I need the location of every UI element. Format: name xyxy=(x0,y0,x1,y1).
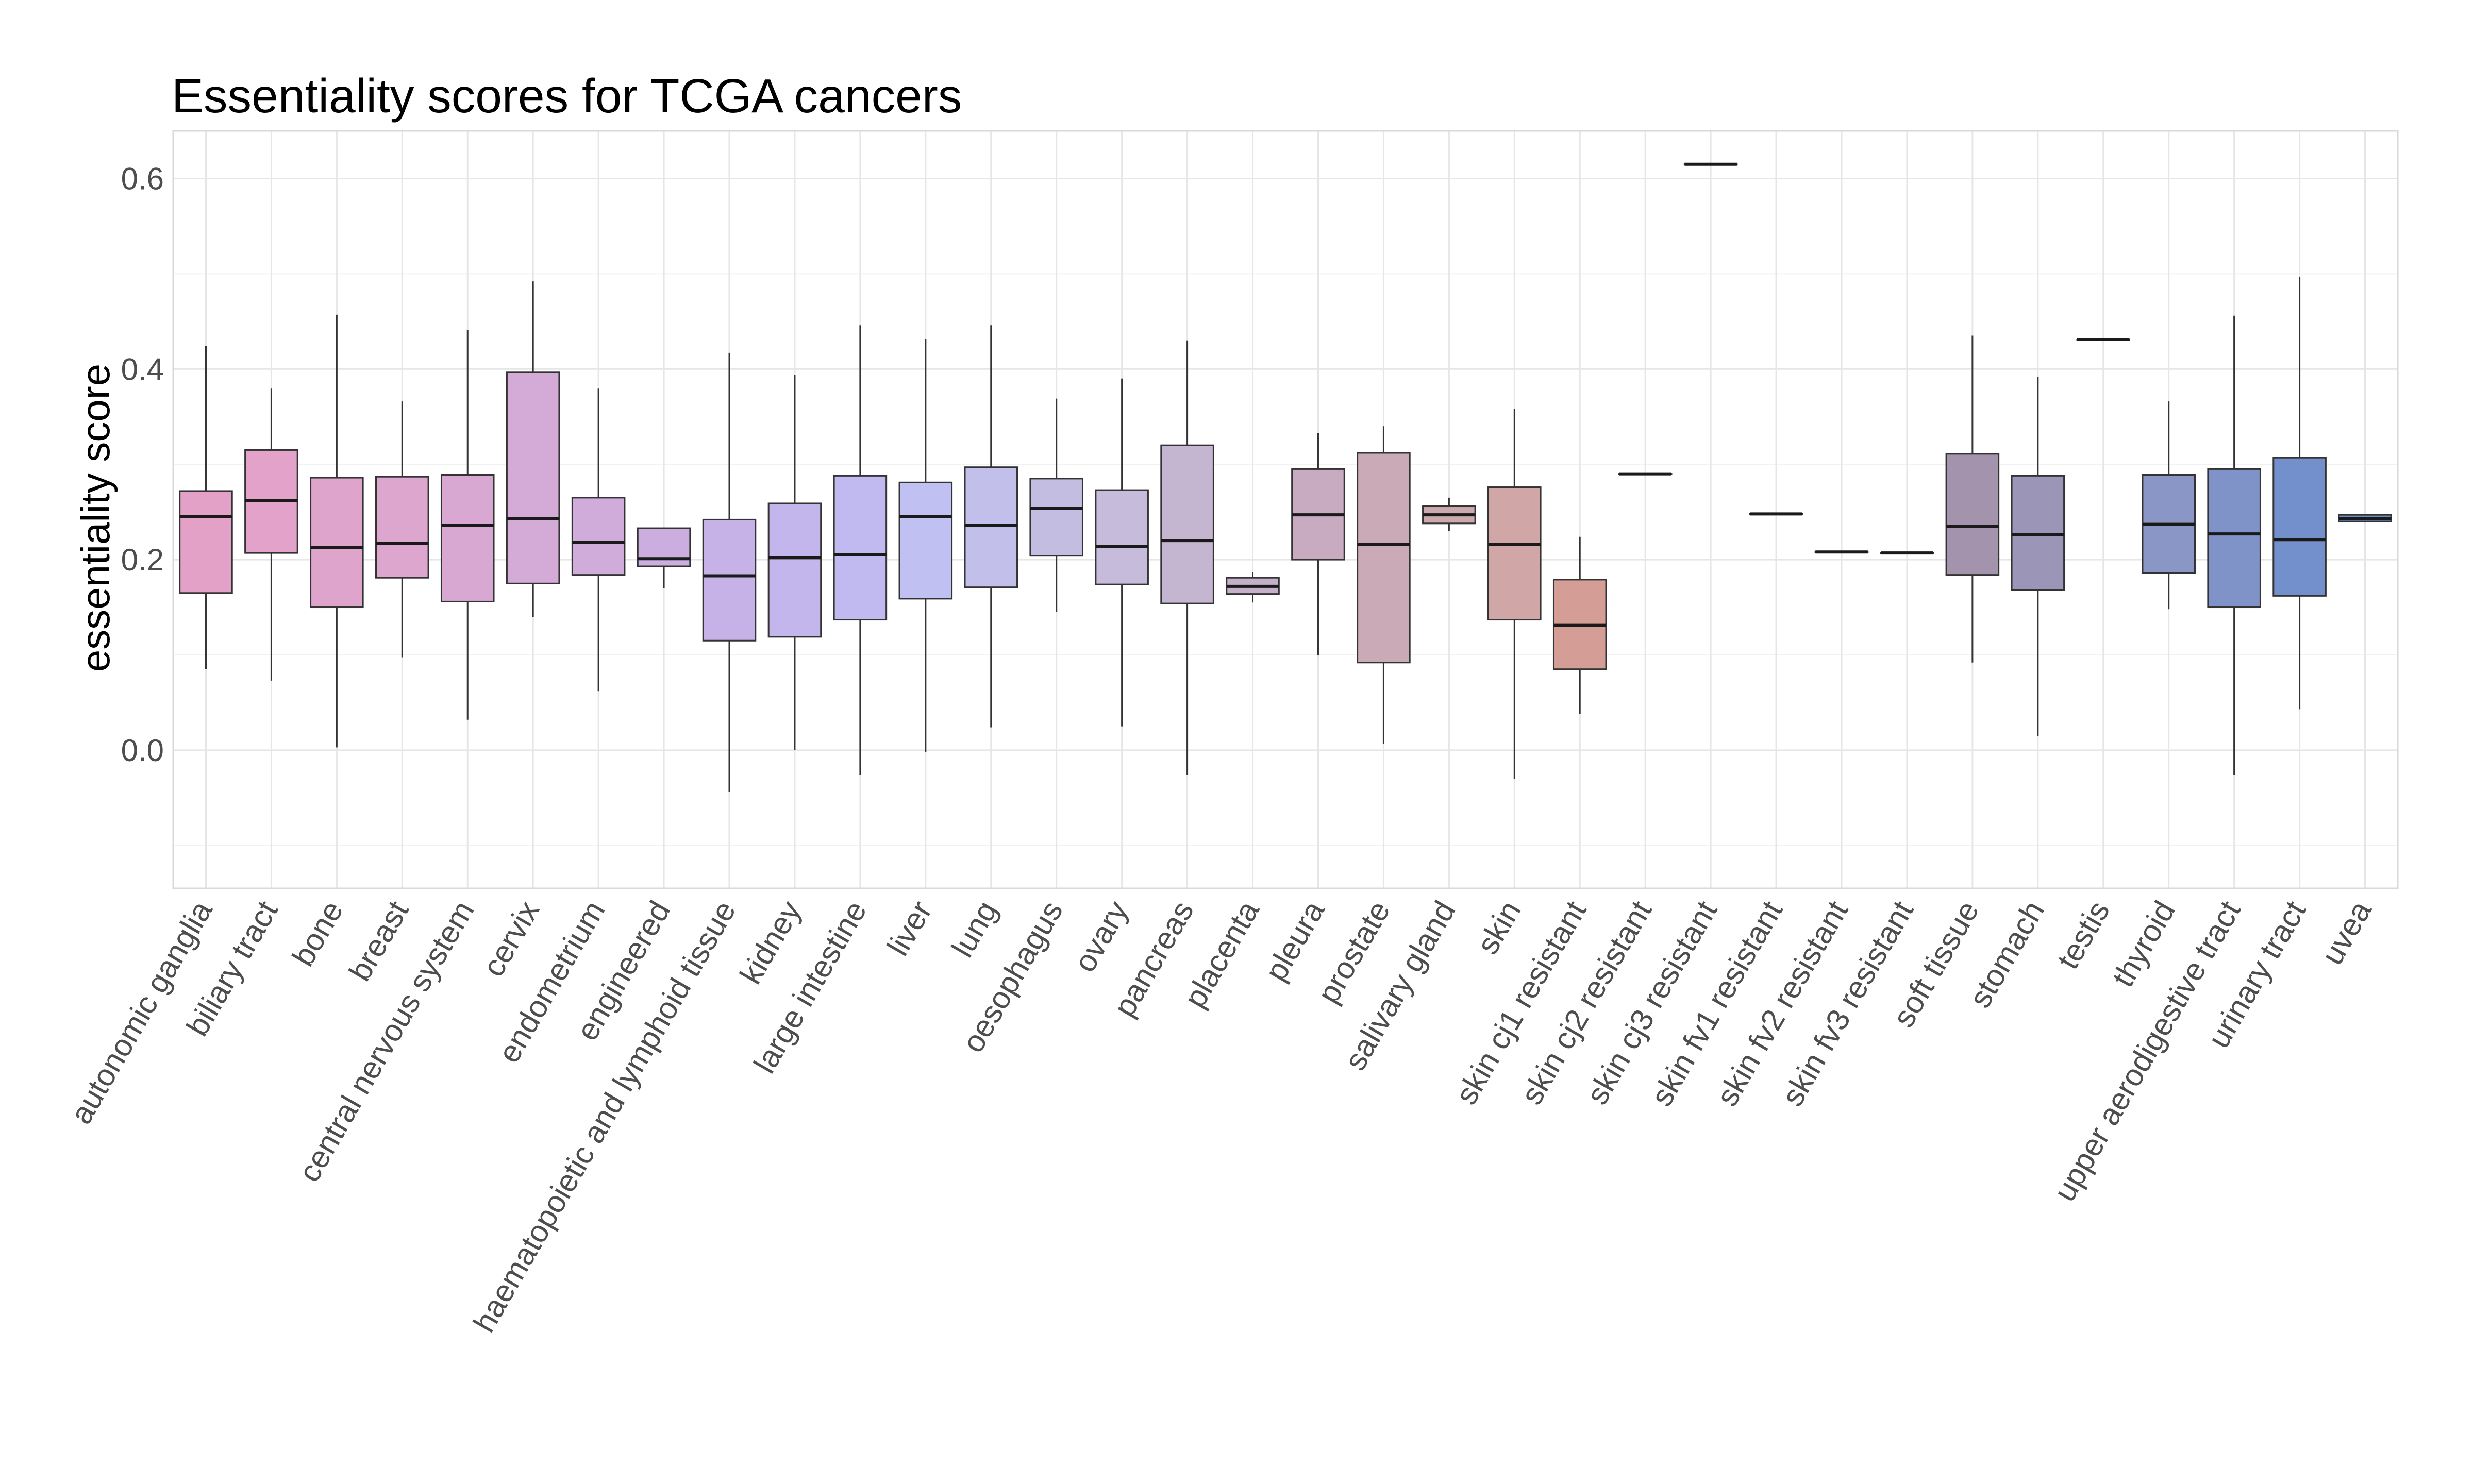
x-tick-label: liver xyxy=(880,895,939,962)
box-body xyxy=(833,475,888,621)
box-20 xyxy=(1487,409,1542,779)
box-body xyxy=(375,476,429,579)
box-body xyxy=(1487,486,1542,621)
box-2 xyxy=(310,314,364,748)
box-body xyxy=(506,371,560,584)
x-tick-label: breast xyxy=(342,895,415,987)
box-body xyxy=(1945,453,2000,576)
box-9 xyxy=(767,375,822,750)
box-5 xyxy=(506,281,560,617)
box-28 xyxy=(2011,377,2065,736)
chart-title: Essentiality scores for TCGA cancers xyxy=(172,69,962,123)
box-3 xyxy=(375,401,429,658)
box-4 xyxy=(440,330,495,720)
box-15 xyxy=(1160,340,1214,775)
box-body xyxy=(898,481,953,600)
x-tick-label: testis xyxy=(2050,895,2116,975)
box-0 xyxy=(179,346,233,669)
box-body xyxy=(1357,452,1411,664)
box-11 xyxy=(898,339,953,752)
box-body xyxy=(2207,468,2261,609)
box-body xyxy=(1160,444,1214,604)
box-14 xyxy=(1095,378,1149,727)
box-body xyxy=(2011,475,2065,591)
box-1 xyxy=(244,388,298,681)
box-6 xyxy=(571,388,626,692)
box-27 xyxy=(1945,335,2000,663)
y-tick-label: 0.2 xyxy=(121,543,164,577)
box-body xyxy=(2272,457,2327,597)
box-layer xyxy=(179,162,2392,792)
y-tick-layer: 0.0 0.2 0.4 0.6 xyxy=(121,161,164,767)
box-body xyxy=(1095,489,1149,585)
box-19 xyxy=(1422,497,1476,531)
box-body xyxy=(179,490,233,594)
box-body xyxy=(310,477,364,609)
y-tick-label: 0.0 xyxy=(121,733,164,768)
x-tick-label: ovary xyxy=(1067,895,1135,978)
box-18 xyxy=(1357,426,1411,744)
box-body xyxy=(571,497,626,576)
box-body xyxy=(964,466,1018,588)
x-tick-label: cervix xyxy=(476,895,546,982)
box-32 xyxy=(2272,276,2327,710)
box-21 xyxy=(1552,536,1607,714)
box-31 xyxy=(2207,315,2261,775)
box-7 xyxy=(637,527,691,588)
box-body xyxy=(637,527,691,567)
box-10 xyxy=(833,325,888,775)
x-tick-label: skin xyxy=(1470,895,1527,960)
y-tick-label: 0.4 xyxy=(121,352,164,386)
box-body xyxy=(702,518,757,642)
box-13 xyxy=(1029,398,1083,612)
box-17 xyxy=(1291,433,1345,655)
box-22 xyxy=(1618,472,1673,476)
box-30 xyxy=(2142,401,2196,610)
x-tick-label: bone xyxy=(286,895,350,972)
box-23 xyxy=(1683,162,1738,166)
x-tick-label: uvea xyxy=(2315,895,2378,970)
y-tick-label: 0.6 xyxy=(121,161,164,196)
box-8 xyxy=(702,352,757,792)
box-16 xyxy=(1226,572,1280,603)
box-12 xyxy=(964,325,1018,728)
y-axis-label: essentiality score xyxy=(73,364,118,672)
box-body xyxy=(1029,478,1083,557)
plot-panel-border xyxy=(172,130,2399,889)
box-body xyxy=(767,502,822,638)
x-tick-label: lung xyxy=(945,895,1004,963)
box-body xyxy=(440,474,495,602)
box-33 xyxy=(2338,514,2392,522)
x-tick-label: pleura xyxy=(1258,895,1331,986)
